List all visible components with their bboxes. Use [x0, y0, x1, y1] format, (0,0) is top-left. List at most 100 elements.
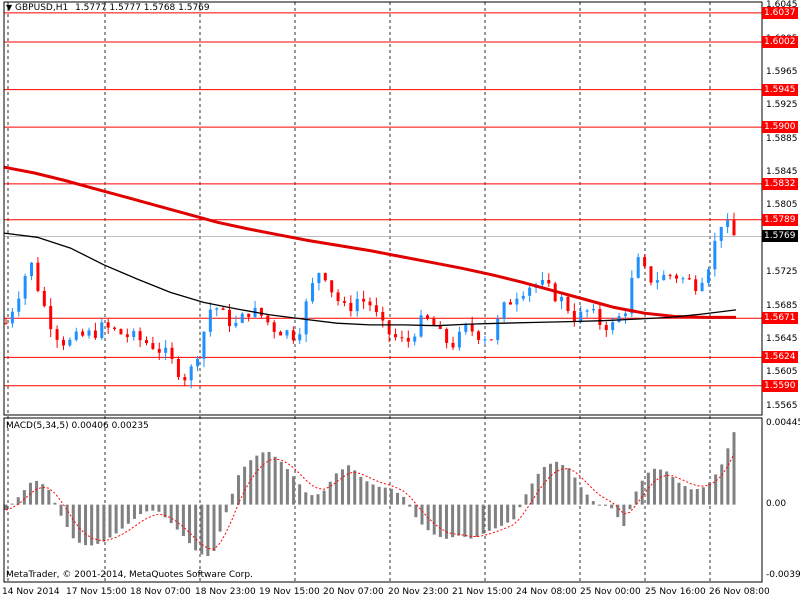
price-level-tag[interactable]: 1.6037	[762, 6, 798, 19]
candle-body	[304, 301, 308, 335]
price-level-tag[interactable]: 1.5624	[762, 351, 798, 364]
candle-body	[400, 337, 404, 339]
candle-body	[432, 318, 436, 326]
macd-bar	[359, 476, 363, 505]
candle-body	[234, 322, 238, 327]
copyright-text: MetaTrader, © 2001-2014, MetaQuotes Soft…	[6, 570, 253, 580]
candle-body	[547, 279, 551, 284]
price-level-tag[interactable]: 1.5671	[762, 312, 798, 325]
price-level-tag[interactable]: 1.5832	[762, 177, 798, 190]
candle-body	[445, 328, 449, 343]
candle-body	[196, 358, 200, 367]
macd-bar	[132, 504, 136, 519]
candle-body	[604, 325, 608, 331]
macd-bar	[249, 460, 253, 505]
price-level-tag[interactable]: 1.6002	[762, 36, 798, 49]
candle-body	[183, 377, 187, 381]
candle-body	[374, 305, 378, 313]
candle-body	[279, 331, 283, 336]
macd-bar	[139, 504, 143, 515]
macd-bar	[322, 490, 326, 505]
price-level-tag[interactable]: 1.5945	[762, 83, 798, 96]
macd-bar	[169, 504, 173, 524]
candle-body	[515, 298, 519, 305]
triangle-down-icon[interactable]: ▼	[6, 3, 13, 12]
candle-body	[636, 257, 640, 278]
macd-bar	[555, 461, 559, 505]
macd-bar	[206, 504, 210, 557]
candle-body	[611, 322, 615, 331]
time-tick-label: 14 Nov 2014	[2, 587, 60, 597]
macd-bar	[243, 466, 247, 505]
candle-body	[42, 290, 46, 307]
macd-bar	[47, 489, 51, 505]
macd-bar	[487, 504, 491, 531]
price-tick-label: 1.5885	[766, 133, 798, 144]
candle-body	[221, 308, 225, 310]
candle-body	[170, 347, 174, 359]
horizontal-levels[interactable]	[4, 12, 762, 387]
price-level-tag[interactable]: 1.5590	[762, 379, 798, 392]
macd-bar	[347, 465, 351, 505]
macd-bar	[500, 504, 504, 526]
main-chart-frame	[3, 1, 763, 416]
macd-bar	[671, 477, 675, 505]
macd-bar	[628, 504, 632, 510]
ma-fast-line	[3, 232, 737, 327]
candle-body	[464, 324, 468, 332]
candle-body	[413, 336, 417, 342]
candle-body	[477, 331, 481, 340]
macd-bar	[604, 504, 608, 506]
macd-bar	[181, 504, 185, 537]
candle-body	[598, 309, 602, 326]
price-tick-label: 1.5965	[766, 66, 798, 77]
candle-body	[355, 298, 359, 312]
macd-bar	[720, 464, 724, 505]
macd-bar	[65, 504, 69, 527]
candle-body	[336, 292, 340, 302]
macd-bar	[475, 504, 479, 537]
macd-bar	[77, 504, 81, 543]
price-level-tag[interactable]: 1.5789	[762, 213, 798, 226]
price-tick-label: 1.5605	[766, 367, 798, 378]
macd-bar	[194, 504, 198, 551]
macd-bar	[163, 504, 167, 518]
time-tick-label: 24 Nov 08:00	[516, 587, 577, 597]
candle-body	[74, 331, 78, 340]
candle-body	[579, 311, 583, 322]
candle-body	[247, 313, 251, 317]
candle-body	[732, 220, 736, 236]
macd-bar	[255, 455, 259, 505]
macd-bar	[218, 504, 222, 532]
time-tick-label: 26 Nov 08:00	[709, 587, 770, 597]
macd-bar	[701, 487, 705, 505]
macd-bar	[383, 487, 387, 505]
macd-bar	[451, 504, 455, 538]
macd-bar	[689, 489, 693, 505]
macd-bar	[646, 472, 650, 505]
macd-bar	[432, 504, 436, 535]
candle-body	[623, 313, 627, 317]
macd-bar	[506, 504, 510, 523]
macd-frame	[3, 417, 763, 583]
candle-body	[566, 296, 570, 311]
macd-bar	[273, 456, 277, 505]
ma-slow-line	[3, 165, 736, 319]
macd-bar	[677, 482, 681, 505]
candle-body	[706, 269, 710, 283]
macd-bar	[175, 504, 179, 530]
candle-body	[30, 262, 34, 277]
candle-body	[10, 311, 14, 324]
time-tick-label: 18 Nov 23:00	[195, 587, 256, 597]
price-tick-label: 1.5645	[766, 333, 798, 344]
macd-bar	[396, 492, 400, 505]
macd-bar	[53, 502, 57, 505]
price-level-tag[interactable]: 1.5900	[762, 121, 798, 134]
macd-bar	[371, 484, 375, 505]
macd-bar	[444, 504, 448, 539]
candle-body	[406, 337, 410, 342]
candle-body	[719, 226, 723, 241]
candle-body	[291, 330, 295, 341]
